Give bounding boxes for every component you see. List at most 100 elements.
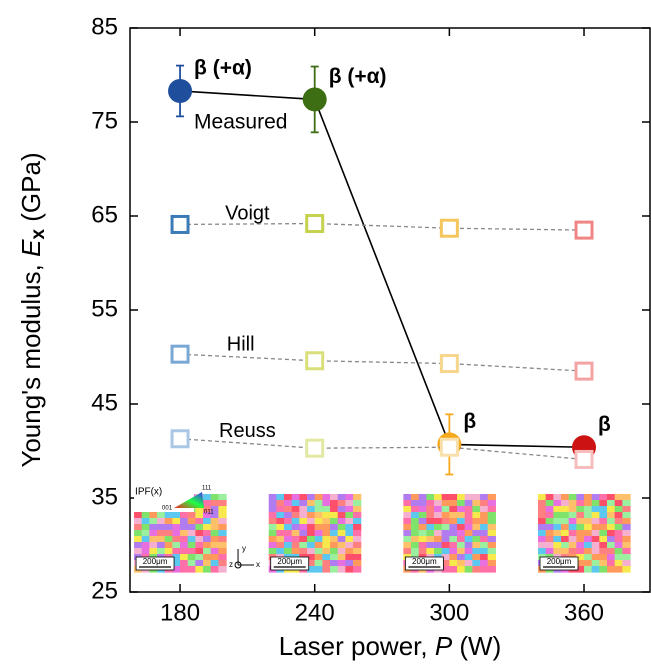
grain bbox=[338, 530, 346, 537]
grain bbox=[211, 494, 219, 501]
grain bbox=[315, 548, 323, 555]
grain bbox=[488, 566, 496, 573]
grain bbox=[411, 494, 419, 501]
grain bbox=[322, 512, 330, 519]
grain bbox=[449, 566, 457, 573]
grain bbox=[203, 554, 211, 561]
grain bbox=[345, 566, 353, 573]
grain bbox=[165, 524, 173, 531]
phase-label: β (+α) bbox=[329, 65, 387, 88]
grain bbox=[472, 512, 480, 519]
grain bbox=[576, 506, 584, 513]
grain bbox=[607, 506, 615, 513]
grain bbox=[203, 566, 211, 573]
y-tick-label: 75 bbox=[91, 107, 118, 134]
grain bbox=[315, 554, 323, 561]
grain bbox=[322, 500, 330, 507]
grain bbox=[218, 530, 226, 537]
y-tick-label: 55 bbox=[91, 295, 118, 322]
grain bbox=[330, 554, 338, 561]
grain bbox=[276, 536, 284, 543]
grain bbox=[403, 512, 411, 519]
grain bbox=[322, 542, 330, 549]
grain bbox=[553, 518, 561, 525]
grain bbox=[607, 524, 615, 531]
x-tick-label: 300 bbox=[429, 599, 469, 626]
grain bbox=[538, 494, 546, 501]
grain bbox=[211, 530, 219, 537]
grain bbox=[576, 518, 584, 525]
grain bbox=[480, 530, 488, 537]
grain bbox=[299, 518, 307, 525]
grain bbox=[345, 560, 353, 567]
grain bbox=[599, 542, 607, 549]
grain bbox=[622, 524, 630, 531]
grain bbox=[315, 524, 323, 531]
grain bbox=[472, 548, 480, 555]
grain bbox=[553, 500, 561, 507]
grain bbox=[449, 530, 457, 537]
grain bbox=[211, 518, 219, 525]
grain bbox=[546, 512, 554, 519]
data-point bbox=[307, 216, 323, 232]
grain bbox=[419, 494, 427, 501]
grain bbox=[411, 500, 419, 507]
grain bbox=[315, 506, 323, 513]
grain bbox=[338, 536, 346, 543]
grain bbox=[269, 506, 277, 513]
grain bbox=[157, 518, 165, 525]
grain bbox=[330, 530, 338, 537]
grain bbox=[622, 554, 630, 561]
grain bbox=[622, 518, 630, 525]
x-label-part: (W) bbox=[452, 631, 501, 661]
data-point bbox=[576, 451, 592, 467]
grain bbox=[465, 524, 473, 531]
grain bbox=[315, 560, 323, 567]
grain bbox=[457, 524, 465, 531]
grain bbox=[607, 548, 615, 555]
y-label-part: (GPa) bbox=[16, 152, 46, 229]
grain bbox=[269, 536, 277, 543]
grain bbox=[546, 542, 554, 549]
grain bbox=[292, 530, 300, 537]
grain bbox=[599, 560, 607, 567]
grain bbox=[134, 548, 142, 555]
grain bbox=[322, 506, 330, 513]
grain bbox=[353, 518, 361, 525]
grain bbox=[434, 536, 442, 543]
grain bbox=[299, 530, 307, 537]
grain bbox=[488, 494, 496, 501]
grain bbox=[546, 506, 554, 513]
grain bbox=[449, 500, 457, 507]
scale-label: 200μm bbox=[412, 557, 437, 566]
grain bbox=[353, 494, 361, 501]
grain bbox=[134, 518, 142, 525]
grain bbox=[442, 530, 450, 537]
axis-z-label: z bbox=[229, 560, 233, 569]
grain bbox=[434, 506, 442, 513]
grain bbox=[330, 500, 338, 507]
grain bbox=[434, 512, 442, 519]
y-tick-label: 35 bbox=[91, 483, 118, 510]
grain bbox=[426, 506, 434, 513]
grain bbox=[338, 542, 346, 549]
grain bbox=[615, 566, 623, 573]
grain bbox=[569, 494, 577, 501]
grain bbox=[292, 506, 300, 513]
grain bbox=[292, 494, 300, 501]
ebsd-inset: 200μm bbox=[269, 494, 362, 573]
grain bbox=[299, 548, 307, 555]
grain bbox=[546, 536, 554, 543]
data-point bbox=[303, 87, 327, 111]
grain bbox=[472, 518, 480, 525]
grain bbox=[403, 548, 411, 555]
grain bbox=[584, 524, 592, 531]
grain bbox=[195, 548, 203, 555]
grain bbox=[353, 536, 361, 543]
grain bbox=[269, 512, 277, 519]
grain bbox=[188, 524, 196, 531]
data-point bbox=[441, 356, 457, 372]
grain bbox=[188, 542, 196, 549]
grain bbox=[576, 536, 584, 543]
grain bbox=[419, 524, 427, 531]
